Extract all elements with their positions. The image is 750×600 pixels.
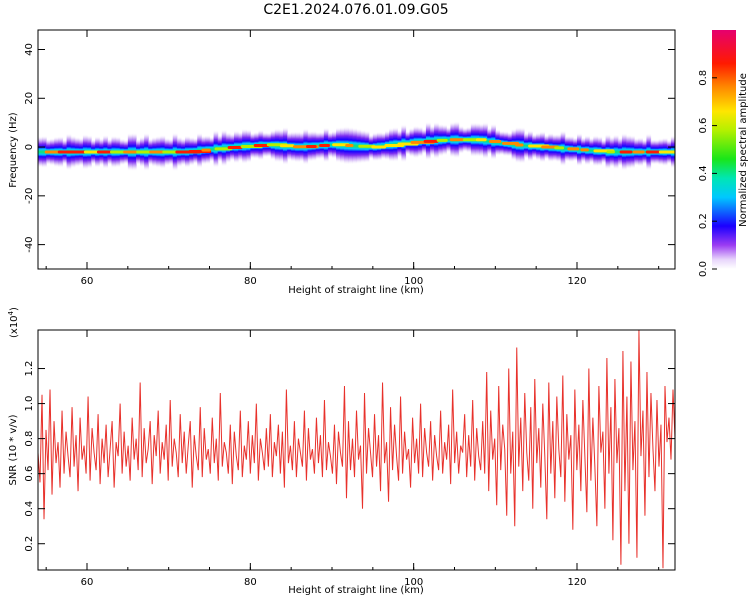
spectrum-band-column: [499, 130, 505, 156]
spectrum-y-tick-label: 40: [24, 43, 35, 56]
colorbar-tick-label: 0.0: [698, 261, 709, 277]
spectrum-band-column: [42, 135, 47, 169]
snr-x-tick-label: 100: [404, 577, 423, 588]
colorbar-gradient: [712, 30, 736, 269]
snr-series-line: [38, 330, 675, 569]
spectrum-y-ticks: -40 -20 0 20 40: [24, 43, 675, 253]
snr-x-tick-label: 80: [244, 577, 257, 588]
snr-y-tick-label: 0.2: [24, 536, 35, 552]
spectrum-band-column: [564, 135, 570, 162]
spectrum-y-label: Frequency (Hz): [8, 112, 19, 188]
snr-y-tick-label: 0.6: [24, 466, 35, 482]
colorbar-label: Normalized spectral amplitude: [738, 73, 749, 227]
spectrum-band-column: [589, 137, 594, 164]
snr-x-label: Height of straight line (km): [288, 585, 424, 596]
snr-x-tick-label: 120: [567, 577, 586, 588]
colorbar-ticks: 0.0 0.2 0.4 0.6 0.8: [698, 70, 717, 277]
colorbar-tick-label: 0.6: [698, 118, 709, 134]
spectrum-x-tick-label: 120: [567, 276, 586, 287]
snr-y-tick-label: 0.8: [24, 431, 35, 447]
snr-x-tick-label: 60: [81, 577, 94, 588]
spectrum-y-tick-label: -20: [24, 188, 35, 204]
figure-title: C2E1.2024.076.01.09.G05: [263, 2, 448, 18]
spectrum-band-column: [577, 132, 582, 167]
snr-y-tick-label: 0.4: [24, 501, 35, 517]
snr-y-ticks: 0.2 0.4 0.6 0.8 1.0 1.2: [24, 361, 675, 552]
spectrum-x-tick-label: 60: [81, 276, 94, 287]
snr-panel: 60 80 100 120 0.2 0.4 0.6 0.8 1.0 1.2 Height of …: [7, 307, 676, 596]
snr-y-label: SNR (10 * v/v): [8, 414, 19, 485]
snr-y-tick-label: 1.0: [24, 396, 35, 412]
spectrum-x-ticks: 60 80 100 120: [45, 30, 660, 287]
spectrum-band-column: [613, 134, 619, 170]
spectrum-band-column: [38, 136, 43, 168]
spectrum-band-column: [209, 136, 215, 163]
spectrum-x-tick-label: 100: [404, 276, 423, 287]
colorbar-tick-label: 0.8: [698, 70, 709, 86]
spectrum-band-column: [352, 127, 358, 165]
spectrum-panel: 60 80 100 120 -40 -20 0 20 40 Height of straigh…: [8, 29, 676, 296]
snr-plot-frame: [37, 329, 676, 571]
colorbar: 0.0 0.2 0.4 0.6 0.8 Normalized spectral ampl…: [698, 30, 749, 277]
spectrum-x-label: Height of straight line (km): [288, 285, 424, 296]
snr-y-scale-base: (x10: [9, 315, 20, 338]
snr-y-scale-close: ): [9, 307, 20, 311]
spectrum-heatmap: [38, 120, 675, 172]
spectrum-band-column: [446, 126, 452, 153]
snr-y-scale-exp: 4: [7, 310, 15, 315]
spectrum-band-column: [327, 131, 333, 158]
spectrum-band-column: [523, 132, 529, 159]
colorbar-tick-label: 0.4: [698, 165, 709, 181]
spectrum-y-tick-label: 20: [24, 92, 35, 105]
snr-y-scale-label: (x104): [7, 307, 20, 338]
spectrum-y-tick-label: -40: [24, 236, 35, 252]
spectrum-y-tick-label: 0: [24, 144, 35, 150]
spectrum-plot-frame: [37, 29, 676, 270]
snr-y-tick-label: 1.2: [24, 361, 35, 377]
colorbar-tick-label: 0.2: [698, 213, 709, 229]
snr-x-ticks: 60 80 100 120: [45, 330, 660, 588]
spectrum-x-tick-label: 80: [244, 276, 257, 287]
